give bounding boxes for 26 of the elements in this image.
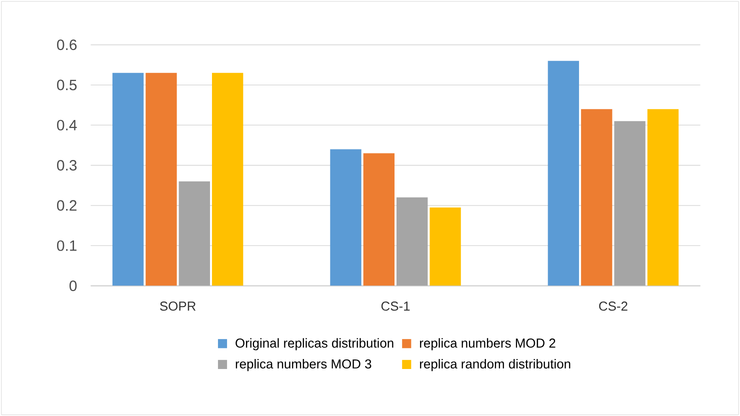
x-tick-label: SOPR	[160, 301, 196, 311]
legend-label: Original replicas distribution	[236, 338, 394, 350]
y-tick-label: 0.2	[57, 200, 76, 211]
bar	[430, 207, 461, 286]
legend-label: replica numbers MOD 3	[236, 358, 372, 371]
y-tick-label: 0.4	[57, 120, 77, 130]
legend-label: replica random distribution	[420, 358, 570, 371]
bar	[146, 72, 177, 286]
bar	[396, 197, 428, 286]
y-tick-label: 0.1	[57, 240, 77, 251]
x-tick-label: CS-1	[381, 301, 410, 311]
y-tick-label: 0.5	[57, 80, 77, 90]
y-tick-label: 0	[70, 280, 77, 291]
bar	[212, 72, 244, 286]
y-tick-label: 0.3	[57, 160, 77, 170]
x-tick-label: CS-2	[599, 301, 628, 311]
bar	[112, 72, 144, 286]
legend-label: replica numbers MOD 2	[420, 338, 556, 350]
bar	[647, 108, 679, 286]
bar	[614, 121, 646, 286]
y-tick-label: 0.6	[57, 39, 77, 50]
bar	[363, 153, 395, 286]
bar	[178, 181, 210, 286]
bar	[330, 149, 362, 286]
bar	[581, 108, 612, 286]
bar	[548, 60, 580, 286]
